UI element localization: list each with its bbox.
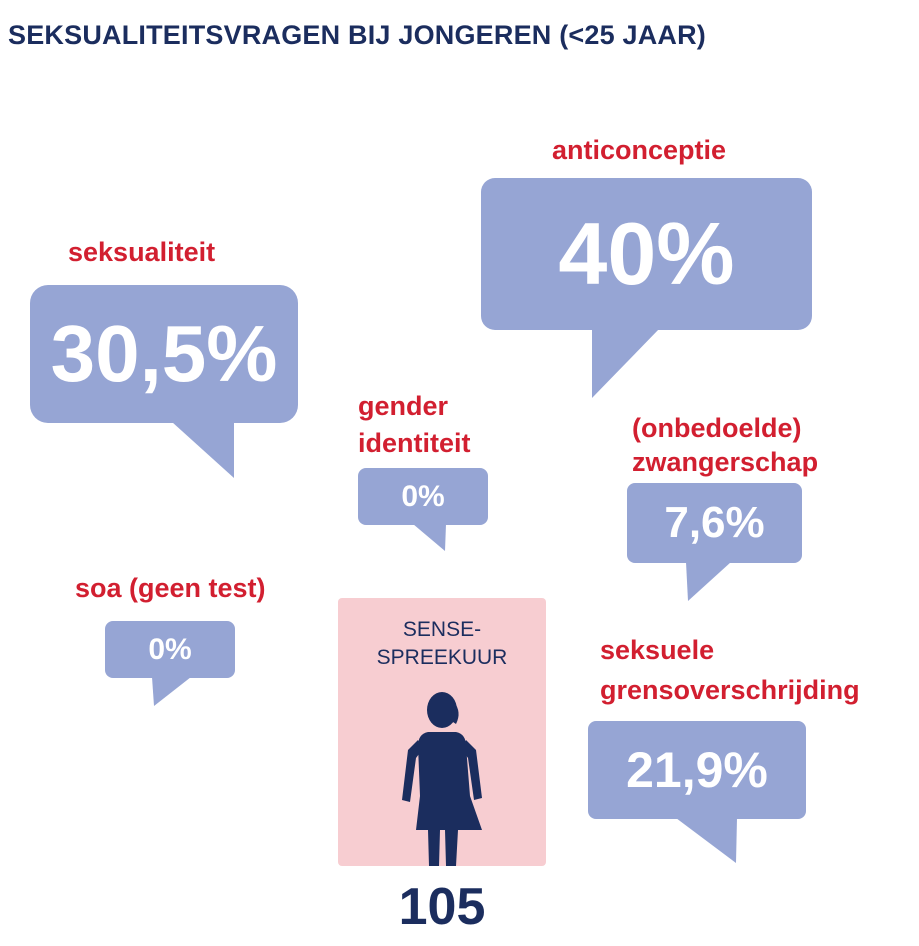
tail-soa bbox=[152, 677, 191, 706]
label-grensoverschrijding: grensoverschrijding bbox=[600, 675, 860, 705]
panel-line2: SPREEKUUR bbox=[376, 646, 508, 669]
label-anticonceptie: anticonceptie bbox=[552, 135, 727, 165]
bubble-seksualiteit: 30,5% bbox=[30, 285, 298, 423]
sense-spreekuur-panel: SENSE- SPREEKUUR bbox=[338, 598, 546, 866]
value-grensoverschrijding: 21,9% bbox=[626, 742, 768, 798]
page-title: SEKSUALITEITSVRAGEN BIJ JONGEREN (<25 JA… bbox=[8, 20, 706, 50]
bubble-anticonceptie: 40% bbox=[481, 178, 812, 330]
label-onbedoelde: (onbedoelde) bbox=[632, 413, 802, 443]
tail-gender-identiteit bbox=[413, 524, 446, 551]
visitor-count: 105 bbox=[398, 878, 486, 936]
value-anticonceptie: 40% bbox=[558, 204, 735, 303]
label-gender: gender bbox=[358, 391, 449, 421]
value-soa: 0% bbox=[148, 632, 192, 666]
bubble-zwangerschap: 7,6% bbox=[627, 483, 802, 563]
bubble-soa: 0% bbox=[105, 621, 235, 678]
value-gender-identiteit: 0% bbox=[401, 479, 445, 513]
label-identiteit: identiteit bbox=[358, 428, 471, 458]
label-soa: soa (geen test) bbox=[75, 573, 266, 603]
value-zwangerschap: 7,6% bbox=[664, 498, 765, 547]
tail-anticonceptie bbox=[592, 328, 660, 398]
label-seksualiteit: seksualiteit bbox=[68, 237, 216, 267]
bubble-gender-identiteit: 0% bbox=[358, 468, 488, 525]
tail-grensoverschrijding bbox=[676, 818, 737, 863]
label-zwangerschap: zwangerschap bbox=[632, 447, 819, 477]
tail-seksualiteit bbox=[172, 422, 234, 478]
person-icon bbox=[402, 692, 482, 866]
value-seksualiteit: 30,5% bbox=[50, 309, 278, 398]
label-seksuele: seksuele bbox=[600, 635, 715, 665]
panel-line1: SENSE- bbox=[402, 618, 482, 641]
tail-zwangerschap bbox=[686, 562, 731, 601]
bubble-grensoverschrijding: 21,9% bbox=[588, 721, 806, 819]
